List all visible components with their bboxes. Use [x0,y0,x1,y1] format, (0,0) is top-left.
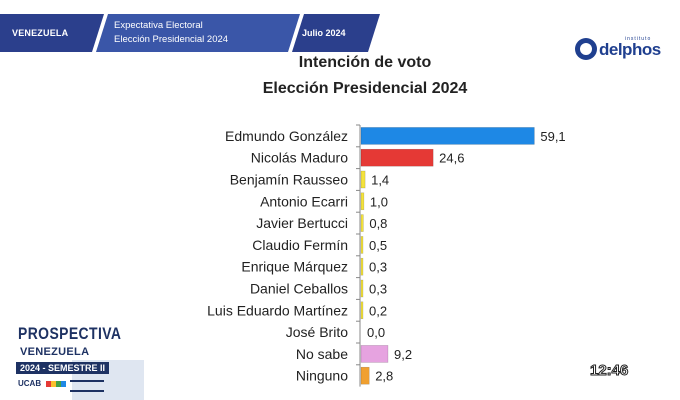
header-date: Julio 2024 [302,28,346,38]
category-label: Enrique Márquez [241,259,348,275]
bar [360,148,434,167]
value-label: 2,8 [375,369,393,384]
header-subtitle-line2: Elección Presidencial 2024 [114,34,229,45]
delphos-logo: instituto delphos [573,34,663,68]
header-subtitle-line1: Expectativa Electoral [114,20,203,31]
value-label: 59,1 [540,129,565,144]
delphos-logo-word: delphos [599,40,661,59]
country-label: VENEZUELA [12,28,69,38]
bar [360,366,370,385]
bar [360,279,364,298]
chart-subtitle: Elección Presidencial 2024 [262,80,468,97]
bar [360,257,364,276]
value-label: 0,8 [369,216,387,231]
badge-semester: 2024 - SEMESTRE II [16,362,110,374]
category-label: Edmundo González [225,128,348,144]
category-label: Javier Bertucci [256,215,348,231]
value-label: 0,0 [367,325,385,340]
value-label: 0,2 [369,303,387,318]
prospectiva-badge: PROSPECTIVA VENEZUELA 2024 - SEMESTRE II… [12,322,144,400]
value-label: 0,3 [369,260,387,275]
category-label: No sabe [296,346,348,362]
category-label: Luis Eduardo Martínez [207,302,348,318]
badge-subtitle: VENEZUELA [20,346,90,358]
value-label: 24,6 [439,151,464,166]
value-label: 9,2 [394,347,412,362]
bar [360,127,535,145]
header-banner [0,14,380,52]
category-label: Ninguno [296,368,348,384]
value-label: 0,3 [369,282,387,297]
bar [360,214,364,232]
category-label: Antonio Ecarri [260,193,348,209]
category-label: José Brito [286,324,348,340]
badge-title: PROSPECTIVA [18,324,122,343]
value-label: 1,4 [371,173,389,188]
value-label: 0,5 [369,238,387,253]
ucab-color-icon [46,381,66,387]
category-label: Claudio Fermín [252,237,348,253]
header-bar: VENEZUELA Expectativa Electoral Elección… [0,0,680,56]
category-label: Daniel Ceballos [250,281,348,297]
category-label: Benjamín Rausseo [230,172,349,188]
bar [360,192,365,211]
bar [360,345,389,363]
bar [360,236,364,254]
badge-tiny-text [70,380,104,392]
bar [360,301,364,320]
delphos-logo-small-text: instituto [625,36,652,42]
delphos-logo-icon [575,38,597,60]
bar [360,170,366,189]
value-label: 1,0 [370,194,388,209]
category-label: Nicolás Maduro [251,150,348,166]
video-timestamp: 12:46 [589,362,629,380]
badge-org: UCAB [18,379,42,388]
chart-title: Intención de voto [298,54,432,71]
